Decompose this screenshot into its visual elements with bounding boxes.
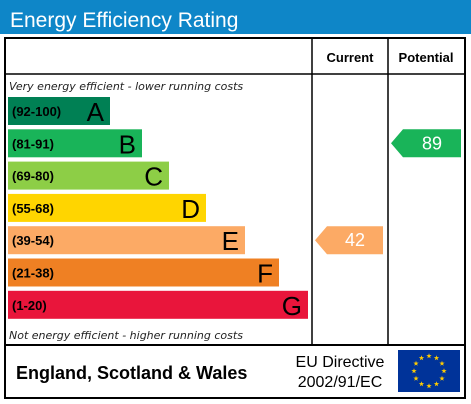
band-range-d: (55-68) bbox=[12, 201, 54, 216]
eu-directive-line1: EU Directive bbox=[296, 354, 385, 371]
eu-star-icon bbox=[441, 368, 447, 374]
band-letter-b: B bbox=[119, 129, 136, 159]
rating-bands: (92-100) A (81-91) B (69-80) C (55-68) D (39-54)… bbox=[8, 97, 308, 321]
eu-star-icon bbox=[418, 355, 425, 361]
band-bar-b bbox=[8, 129, 142, 158]
eu-star-icon bbox=[439, 375, 445, 381]
eu-star-icon bbox=[413, 360, 419, 366]
bottom-note: Not energy efficient - higher running co… bbox=[9, 329, 243, 342]
eu-star-icon bbox=[413, 375, 419, 381]
eu-star-icon bbox=[433, 355, 440, 361]
band-bar-d bbox=[8, 193, 206, 222]
top-note: Very energy efficient - lower running co… bbox=[9, 80, 243, 93]
band-range-f: (21-38) bbox=[12, 266, 54, 281]
footer-region: England, Scotland & Wales bbox=[16, 363, 247, 383]
eu-star-icon bbox=[411, 368, 417, 374]
band-letter-c: C bbox=[144, 162, 163, 192]
band-range-c: (69-80) bbox=[12, 169, 54, 184]
current-column-header: Current bbox=[327, 50, 375, 65]
band-range-g: (1-20) bbox=[12, 298, 47, 313]
rating-arrows: 42 89 bbox=[315, 129, 461, 255]
band-bar-e bbox=[8, 226, 245, 255]
eu-star-icon bbox=[426, 353, 432, 359]
eu-star-icon bbox=[426, 383, 432, 389]
chart-title: Energy Efficiency Rating bbox=[10, 9, 238, 32]
band-letter-e: E bbox=[222, 226, 239, 256]
eu-directive-line2: 2002/91/EC bbox=[298, 374, 383, 391]
band-bar-g bbox=[8, 290, 308, 319]
band-range-e: (39-54) bbox=[12, 233, 54, 248]
band-letter-a: A bbox=[87, 97, 105, 127]
band-bar-c bbox=[8, 161, 169, 190]
chart-frame bbox=[4, 37, 466, 399]
potential-rating-arrow bbox=[391, 129, 461, 158]
band-letter-f: F bbox=[257, 259, 273, 289]
eu-star-icon bbox=[433, 381, 440, 387]
current-rating-value: 42 bbox=[345, 230, 365, 250]
eu-flag-icon bbox=[398, 350, 460, 392]
eu-star-icon bbox=[439, 360, 445, 366]
band-letter-d: D bbox=[181, 194, 200, 224]
band-range-b: (81-91) bbox=[12, 136, 54, 151]
band-bar-a bbox=[8, 97, 110, 125]
current-rating-arrow bbox=[315, 226, 383, 255]
potential-rating-value: 89 bbox=[422, 133, 442, 153]
band-bar-f bbox=[8, 258, 279, 287]
band-letter-g: G bbox=[282, 291, 302, 321]
eu-star-icon bbox=[418, 381, 425, 387]
title-bar bbox=[0, 0, 471, 34]
potential-column-header: Potential bbox=[399, 50, 454, 65]
band-range-a: (92-100) bbox=[12, 104, 61, 119]
